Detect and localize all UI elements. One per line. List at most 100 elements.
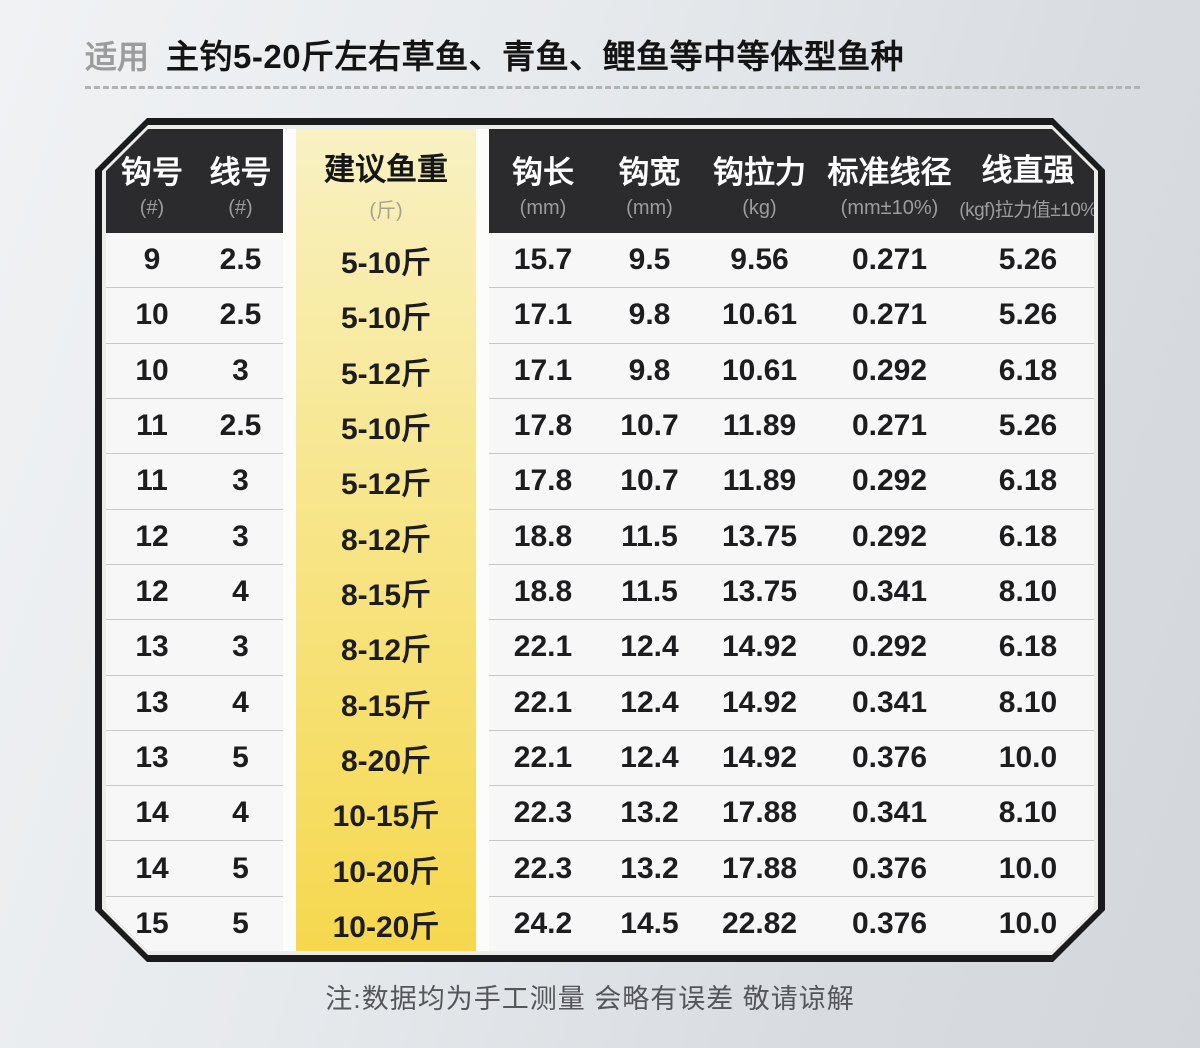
- column-label: 钩长: [512, 154, 574, 190]
- table-row: 13 5 8-20斤 22.1 12.4 14.92 0.376 10.0: [106, 730, 1094, 785]
- table-cell: 8-12斤: [340, 634, 432, 668]
- table-cell: 10.0: [998, 740, 1058, 774]
- table-cell: 15.7: [513, 243, 573, 277]
- table-cell: 5: [232, 906, 249, 940]
- column-label: 钩拉力: [713, 154, 806, 190]
- table-cell: 10.0: [998, 851, 1058, 885]
- table-cell: 17.1: [513, 353, 573, 387]
- table-cell: 2.5: [219, 298, 262, 332]
- table-cell: 22.1: [513, 740, 573, 774]
- table-cell: 10: [135, 353, 169, 387]
- table-row: 11 2.5 5-10斤 17.8 10.7 11.89 0.271 5.26: [106, 398, 1094, 453]
- table-cell: 5.26: [998, 243, 1058, 277]
- column-label: 钩宽: [618, 154, 681, 190]
- table-cell: 13: [135, 685, 169, 719]
- table-row: 14 5 10-20斤 22.3 13.2 17.88 0.376 10.0: [106, 840, 1094, 895]
- column-unit: (kgf)拉力值±10%: [959, 199, 1094, 221]
- table-cell: 5-10斤: [340, 302, 432, 336]
- table-cell: 12.4: [620, 685, 679, 719]
- table-cell: 0.271: [851, 409, 928, 443]
- table-cell: 6.18: [998, 519, 1058, 553]
- column-unit: (斤): [369, 199, 403, 222]
- page-title: 主钓5-20斤左右草鱼、青鱼、鲤鱼等中等体型鱼种: [166, 38, 905, 75]
- table-cell: 5.26: [998, 298, 1058, 332]
- table-cell: 8-15斤: [340, 689, 432, 723]
- column-label: 标准线径: [827, 154, 952, 190]
- table-cell: 0.292: [851, 353, 928, 387]
- table-cell: 22.82: [721, 906, 798, 940]
- table-body: 9 2.5 5-10斤 15.7 9.5 9.56 0.271 5.26 10 2.5 5-10斤 1…: [106, 233, 1094, 951]
- table-cell: 14: [135, 796, 169, 830]
- table-cell: 10.61: [721, 353, 798, 387]
- column-spacer: [283, 129, 296, 233]
- table-cell: 0.292: [851, 630, 928, 664]
- column-label: 线直强: [981, 152, 1075, 188]
- table-cell: 5-12斤: [340, 468, 432, 502]
- table-cell: 11.89: [722, 464, 797, 498]
- table-cell: 14: [135, 851, 169, 885]
- table-cell: 5: [232, 740, 249, 774]
- table-cell: 15: [135, 906, 169, 940]
- table-cell: 2.5: [219, 243, 262, 277]
- table-cell: 13: [135, 740, 169, 774]
- table-cell: 0.292: [851, 464, 928, 498]
- table-cell: 0.292: [851, 519, 928, 553]
- table-cell: 17.88: [721, 796, 798, 830]
- column-unit: (kg): [742, 196, 777, 219]
- column-header-suggested-fish-weight: 建议鱼重 (斤): [296, 129, 476, 233]
- table-cell: 10: [135, 298, 169, 332]
- column-header-line-strength: 线直强 (kgf)拉力值±10%: [962, 129, 1094, 233]
- table-cell: 11.5: [621, 575, 678, 609]
- table-row: 15 5 10-20斤 24.2 14.5 22.82 0.376 10.0: [106, 896, 1094, 951]
- table-cell: 8-12斤: [340, 523, 432, 557]
- table-cell: 14.92: [721, 740, 798, 774]
- column-unit: (#): [139, 196, 165, 219]
- table-bevel-edge: 钩号 (#) 线号 (#) 建议鱼重 (斤) 钩长 (m: [102, 125, 1098, 955]
- column-label: 建议鱼重: [324, 151, 448, 187]
- table-cell: 11.89: [722, 409, 797, 443]
- table-cell: 6.18: [998, 630, 1058, 664]
- table-row: 14 4 10-15斤 22.3 13.2 17.88 0.341 8.10: [106, 785, 1094, 840]
- table-cell: 17.1: [513, 298, 573, 332]
- table-cell: 17.88: [721, 851, 798, 885]
- table-header-row: 钩号 (#) 线号 (#) 建议鱼重 (斤) 钩长 (m: [106, 129, 1094, 233]
- table-cell: 0.271: [851, 298, 928, 332]
- table-cell: 2.5: [219, 409, 262, 443]
- table-cell: 9: [143, 243, 161, 277]
- table-cell: 3: [232, 630, 249, 664]
- table-cell: 5: [232, 851, 249, 885]
- table-row: 13 4 8-15斤 22.1 12.4 14.92 0.341 8.10: [106, 675, 1094, 730]
- table-cell: 18.8: [513, 575, 573, 609]
- table-cell: 0.376: [851, 906, 928, 940]
- table-row: 12 4 8-15斤 18.8 11.5 13.75 0.341 8.10: [106, 564, 1094, 619]
- column-unit: (mm±10%): [840, 196, 939, 219]
- table-cell: 10.7: [620, 464, 679, 498]
- table-cell: 6.18: [998, 353, 1058, 387]
- table-cell: 13.2: [620, 796, 679, 830]
- column-label: 钩号: [121, 154, 183, 190]
- column-header-hook-length: 钩长 (mm): [489, 129, 597, 233]
- column-unit: (#): [228, 196, 253, 219]
- table-cell: 0.341: [851, 796, 928, 830]
- table-cell: 8-15斤: [340, 579, 432, 613]
- table-cell: 13.75: [721, 519, 798, 553]
- table-cell: 22.1: [513, 685, 573, 719]
- table-cell: 11: [136, 409, 168, 443]
- table-cell: 11.5: [621, 519, 678, 553]
- table-cell: 4: [232, 685, 249, 719]
- table-row: 10 2.5 5-10斤 17.1 9.8 10.61 0.271 5.26: [106, 287, 1094, 342]
- applicable-tag: 适用: [85, 39, 150, 75]
- table-cell: 5-10斤: [340, 413, 432, 447]
- table-cell: 13.75: [721, 575, 798, 609]
- column-unit: (mm): [626, 196, 673, 219]
- table-cell: 13: [135, 630, 169, 664]
- table-cell: 10-20斤: [332, 910, 440, 944]
- spec-table-frame: 钩号 (#) 线号 (#) 建议鱼重 (斤) 钩长 (m: [95, 118, 1105, 962]
- table-cell: 8.10: [998, 796, 1058, 830]
- table-cell: 9.8: [628, 353, 671, 387]
- applicability-header: 适用 主钓5-20斤左右草鱼、青鱼、鲤鱼等中等体型鱼种: [85, 30, 1140, 78]
- table-note: 注:数据均为手工测量 会略有误差 敬请谅解: [325, 984, 855, 1014]
- column-header-hook-width: 钩宽 (mm): [597, 129, 702, 233]
- table-cell: 14.92: [721, 685, 798, 719]
